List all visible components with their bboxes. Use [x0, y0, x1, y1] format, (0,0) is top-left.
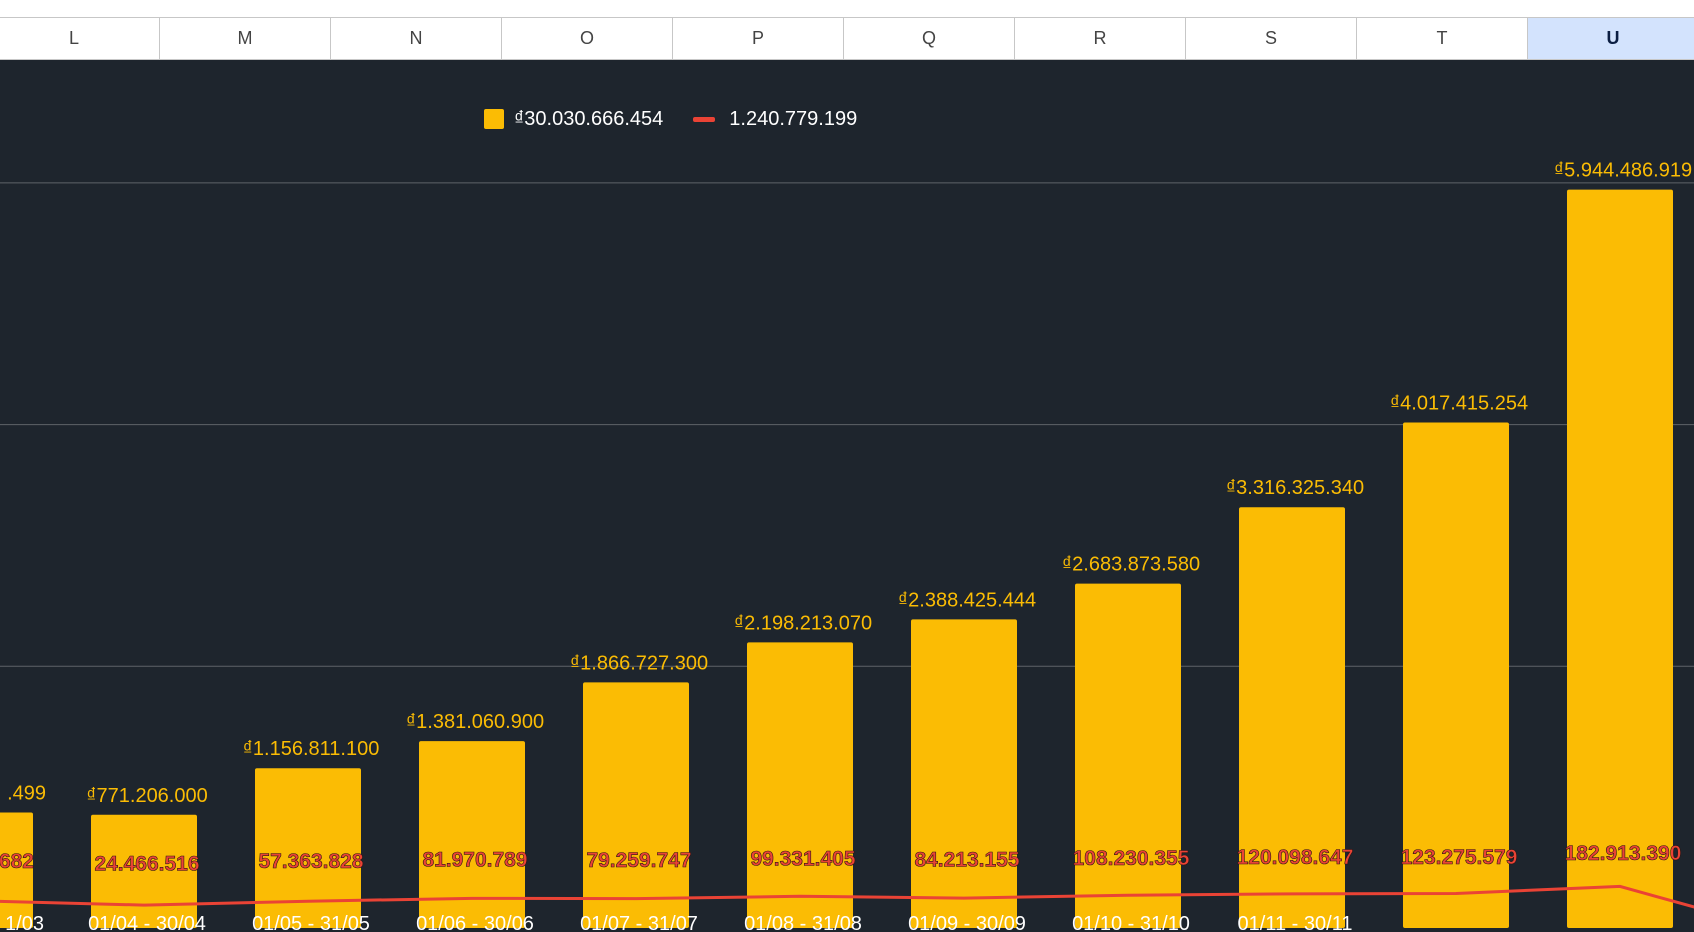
column-header-u[interactable]: U — [1528, 18, 1694, 59]
bar-data-label: ₫4.017.415.254 — [1390, 393, 1528, 415]
bar-data-label: ₫1.381.060.900 — [406, 711, 544, 733]
bar-data-label: ₫2.388.425.444 — [898, 589, 1036, 611]
bar[interactable] — [911, 619, 1017, 928]
bar[interactable] — [91, 814, 197, 928]
bar[interactable] — [1403, 422, 1509, 928]
column-header-q[interactable]: Q — [844, 18, 1015, 59]
chart-legend: ₫30.030.666.454 1.240.779.199 — [484, 106, 857, 132]
legend-line-swatch — [693, 116, 716, 122]
line-data-label: 108.230.355 — [1073, 847, 1190, 870]
bar-data-label: ₫771.206.000 — [86, 785, 207, 807]
x-tick-label: 01/08 - 31/08 — [744, 913, 862, 932]
x-tick-label: 01/09 - 30/09 — [908, 913, 1026, 932]
chart-area[interactable]: .499 ₫771.206.000 ₫1.156.811.100 ₫1.381.060… — [0, 60, 1694, 932]
column-header-s[interactable]: S — [1186, 18, 1357, 59]
line-data-label: 81.970.789 — [422, 849, 527, 872]
bar-data-label: .499 — [7, 783, 46, 805]
line-data-label: 123.275.579 — [1401, 846, 1518, 869]
bar-data-label: ₫1.156.811.100 — [243, 738, 380, 760]
column-header-o[interactable]: O — [502, 18, 673, 59]
legend-line-label: 1.240.779.199 — [729, 107, 858, 130]
x-tick-label: 01/06 - 30/06 — [416, 913, 534, 932]
line-data-label: 57.363.828 — [258, 850, 363, 873]
line-series[interactable] — [0, 884, 1694, 911]
bar-data-label: ₫2.683.873.580 — [1062, 554, 1200, 576]
x-tick-label: 01/11 - 30/11 — [1238, 913, 1353, 932]
bar[interactable] — [1239, 507, 1345, 928]
legend-bar-swatch — [484, 109, 504, 129]
bar[interactable] — [419, 741, 525, 928]
column-header-m[interactable]: M — [160, 18, 331, 59]
x-tick-label: 1/03 — [5, 913, 44, 932]
bar[interactable] — [1567, 189, 1673, 928]
column-header-l[interactable]: L — [0, 18, 160, 59]
bar[interactable] — [583, 682, 689, 928]
formula-text-clipped — [0, 0, 610, 2]
bar-data-label: ₫2.198.213.070 — [734, 612, 872, 634]
line-data-label: 182.913.390 — [1565, 842, 1682, 865]
bar[interactable] — [0, 812, 33, 928]
line-data-label: 84.213.155 — [914, 848, 1019, 871]
x-tick-label: 01/05 - 31/05 — [252, 913, 370, 932]
bar[interactable] — [255, 768, 361, 928]
bar-data-label: ₫5.944.486.919 — [1554, 160, 1692, 182]
column-header-n[interactable]: N — [331, 18, 502, 59]
column-header-p[interactable]: P — [673, 18, 844, 59]
x-tick-label: 01/04 - 30/04 — [88, 913, 206, 932]
column-header-t[interactable]: T — [1357, 18, 1528, 59]
line-data-label: 120.098.647 — [1237, 846, 1354, 869]
x-tick-label: 01/10 - 31/10 — [1072, 913, 1190, 932]
legend-bar-label: ₫30.030.666.454 — [514, 107, 664, 130]
line-data-label: 682 — [0, 850, 34, 873]
column-header-r[interactable]: R — [1015, 18, 1186, 59]
bar[interactable] — [1075, 583, 1181, 928]
bar-data-label: ₫1.866.727.300 — [570, 652, 708, 674]
bar-data-label: ₫3.316.325.340 — [1226, 477, 1364, 499]
line-data-label: 99.331.405 — [750, 847, 855, 870]
bar[interactable] — [747, 642, 853, 928]
x-tick-label: 01/07 - 31/07 — [580, 913, 698, 932]
line-data-label: 24.466.516 — [94, 852, 199, 875]
formula-bar-fragment — [0, 0, 1694, 18]
chart-canvas: .499 ₫771.206.000 ₫1.156.811.100 ₫1.381.060… — [0, 160, 1694, 932]
line-data-label: 79.259.747 — [586, 849, 691, 872]
